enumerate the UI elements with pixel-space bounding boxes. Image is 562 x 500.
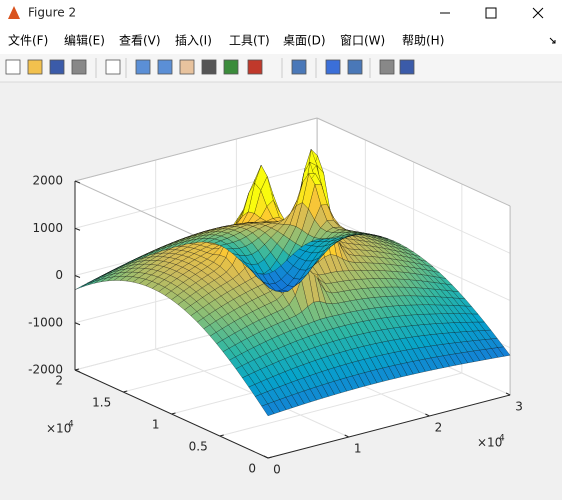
surface [74, 148, 511, 416]
x-tick-label: 2 [435, 421, 443, 435]
y-tick [171, 412, 176, 415]
z-tick-label: 1000 [32, 221, 63, 235]
x-tick [505, 392, 511, 396]
tool-button[interactable] [135, 59, 151, 75]
dock-arrow[interactable] [549, 37, 556, 44]
tool-button[interactable] [325, 59, 341, 75]
z-tick-label: 2000 [32, 174, 63, 188]
y-tick [267, 456, 273, 459]
z-tick [74, 369, 81, 373]
x-tick-label: 1 [354, 442, 362, 456]
z-tick [74, 322, 81, 326]
z-tick [74, 275, 81, 278]
z-tick-label: -1000 [28, 315, 63, 329]
y-tick-label: 1 [152, 418, 160, 432]
window-title: Figure 2 [28, 6, 76, 20]
x-tick-label: 0 [273, 463, 281, 477]
menu-item[interactable]: 文件(F) [8, 33, 48, 48]
menu-item[interactable]: 查看(V) [119, 34, 161, 48]
z-tick-label: 0 [55, 268, 63, 282]
menu-bar [0, 26, 562, 54]
app-icon [8, 6, 20, 19]
menu: 文件(F) 编辑(E) 查看(V) 插入(I) 工具(T) 桌面(D) 窗口(W) 帮助(H) [8, 33, 444, 48]
tool-button[interactable] [157, 59, 173, 75]
y-multiplier-exp: 4 [68, 420, 74, 430]
menu-item[interactable]: 编辑(E) [64, 33, 105, 48]
y-tick-label: 0 [248, 462, 256, 476]
menu-item[interactable]: 窗口(W) [340, 34, 385, 48]
z-tick-label: -2000 [28, 363, 63, 377]
y-tick [123, 390, 128, 393]
grid-line [74, 164, 318, 229]
toolbar-buttons [5, 58, 415, 78]
menu-item[interactable]: 插入(I) [175, 34, 212, 48]
z-tick [74, 227, 81, 231]
tool-button[interactable] [399, 59, 415, 75]
menu-item[interactable]: 帮助(H) [402, 34, 444, 48]
toolbar [0, 54, 562, 82]
y-multiplier: ×10 [46, 422, 71, 436]
title-bar [0, 0, 562, 26]
tool-button[interactable] [247, 59, 263, 75]
x-tick [425, 413, 430, 417]
z-tick [74, 180, 81, 184]
y-tick [219, 434, 224, 437]
tool-button[interactable] [379, 59, 395, 75]
tool-button[interactable] [291, 59, 307, 75]
x-axis [267, 394, 511, 459]
y-tick-label: 0.5 [189, 440, 208, 454]
grid-line [219, 372, 462, 437]
maximize-button[interactable] [485, 7, 497, 19]
tool-button[interactable] [27, 59, 43, 75]
tool-button[interactable] [5, 59, 21, 75]
x-tick-label: 3 [515, 400, 523, 414]
tool-button[interactable] [201, 59, 217, 75]
menu-item[interactable]: 桌面(D) [283, 34, 326, 48]
x-multiplier-exp: 4 [499, 434, 505, 444]
menu-item[interactable]: 工具(T) [229, 34, 270, 48]
y-tick-label: 2 [55, 374, 63, 388]
tool-button[interactable] [223, 59, 239, 75]
tool-button[interactable] [347, 59, 363, 75]
y-tick-label: 1.5 [92, 396, 111, 410]
tool-button[interactable] [179, 59, 195, 75]
box-edge [74, 117, 318, 182]
x-tick [344, 434, 349, 438]
grid-line [316, 164, 511, 254]
x-multiplier: ×10 [477, 436, 502, 450]
close-button[interactable] [532, 7, 544, 19]
tool-button[interactable] [105, 59, 121, 75]
tool-button[interactable] [71, 59, 87, 75]
x-tick [263, 455, 269, 459]
tool-button[interactable] [49, 59, 65, 75]
surface-patch [74, 283, 88, 290]
box-edge [316, 117, 511, 207]
